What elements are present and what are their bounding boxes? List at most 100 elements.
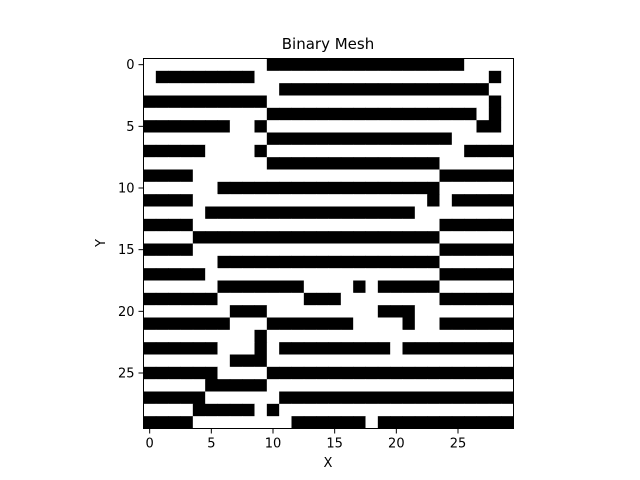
mesh-cell-r17-c2	[168, 268, 181, 281]
mesh-cell-r20-c15	[328, 305, 342, 318]
mesh-cell-r20-c24	[439, 305, 453, 318]
mesh-cell-r22-c0	[143, 329, 157, 343]
mesh-cell-r4-c14	[316, 107, 329, 121]
mesh-cell-r19-c15	[328, 292, 342, 306]
mesh-cell-r2-c21	[402, 83, 416, 96]
mesh-cell-r14-c10	[266, 231, 280, 244]
mesh-cell-r1-c7	[229, 70, 243, 84]
mesh-cell-r6-c16	[340, 132, 354, 146]
mesh-cell-r25-c10	[266, 366, 280, 380]
mesh-cell-r22-c21	[402, 329, 416, 343]
mesh-cell-r20-c11	[279, 305, 292, 318]
mesh-cell-r26-c17	[353, 379, 366, 392]
mesh-cell-r25-c13	[303, 366, 317, 380]
mesh-cell-r29-c5	[205, 416, 218, 429]
mesh-cell-r15-c15	[328, 243, 342, 257]
mesh-cell-r29-c17	[353, 416, 366, 429]
mesh-cell-r29-c2	[168, 416, 181, 429]
mesh-cell-r15-c9	[254, 243, 268, 257]
mesh-cell-r0-c13	[303, 58, 317, 72]
mesh-cell-r11-c22	[414, 194, 428, 207]
mesh-cell-r13-c29	[501, 218, 514, 232]
mesh-cell-r22-c16	[340, 329, 354, 343]
mesh-cell-r22-c15	[328, 329, 342, 343]
mesh-cell-r27-c7	[229, 391, 243, 405]
mesh-cell-r17-c23	[427, 268, 440, 281]
mesh-cell-r14-c23	[427, 231, 440, 244]
mesh-cell-r8-c12	[291, 157, 305, 170]
mesh-cell-r19-c29	[501, 292, 514, 306]
x-tick-label: 15	[326, 437, 343, 452]
mesh-cell-r13-c27	[476, 218, 490, 232]
mesh-cell-r23-c20	[390, 342, 403, 355]
mesh-cell-r7-c15	[328, 144, 342, 158]
mesh-cell-r17-c20	[390, 268, 403, 281]
mesh-cell-r7-c4	[192, 144, 206, 158]
mesh-cell-r26-c3	[180, 379, 194, 392]
mesh-cell-r24-c17	[353, 354, 366, 368]
mesh-cell-r9-c28	[488, 169, 502, 183]
mesh-cell-r8-c0	[143, 157, 157, 170]
mesh-cell-r6-c14	[316, 132, 329, 146]
mesh-cell-r5-c14	[316, 120, 329, 133]
mesh-cell-r25-c28	[488, 366, 502, 380]
mesh-cell-r26-c23	[427, 379, 440, 392]
mesh-cell-r13-c9	[254, 218, 268, 232]
mesh-cell-r25-c25	[451, 366, 465, 380]
mesh-cell-r5-c28	[488, 120, 502, 133]
mesh-cell-r7-c28	[488, 144, 502, 158]
mesh-cell-r16-c27	[476, 255, 490, 269]
mesh-cell-r28-c16	[340, 403, 354, 417]
mesh-cell-r16-c10	[266, 255, 280, 269]
mesh-cell-r24-c29	[501, 354, 514, 368]
mesh-cell-r14-c6	[217, 231, 231, 244]
mesh-cell-r18-c20	[390, 280, 403, 294]
mesh-cell-r20-c22	[414, 305, 428, 318]
mesh-cell-r0-c14	[316, 58, 329, 72]
mesh-cell-r11-c9	[254, 194, 268, 207]
mesh-cell-r19-c7	[229, 292, 243, 306]
mesh-cell-r21-c15	[328, 317, 342, 331]
mesh-cell-r25-c16	[340, 366, 354, 380]
mesh-cell-r21-c8	[242, 317, 255, 331]
mesh-cell-r24-c7	[229, 354, 243, 368]
mesh-cell-r27-c29	[501, 391, 514, 405]
mesh-cell-r14-c2	[168, 231, 181, 244]
mesh-cell-r0-c16	[340, 58, 354, 72]
mesh-cell-r15-c29	[501, 243, 514, 257]
mesh-cell-r10-c13	[303, 181, 317, 195]
mesh-cell-r4-c8	[242, 107, 255, 121]
mesh-cell-r16-c28	[488, 255, 502, 269]
mesh-cell-r28-c1	[155, 403, 169, 417]
mesh-cell-r29-c10	[266, 416, 280, 429]
mesh-cell-r9-c15	[328, 169, 342, 183]
mesh-cell-r22-c18	[365, 329, 379, 343]
mesh-cell-r23-c0	[143, 342, 157, 355]
mesh-cell-r21-c5	[205, 317, 218, 331]
mesh-cell-r3-c12	[291, 95, 305, 109]
mesh-cell-r2-c13	[303, 83, 317, 96]
mesh-cell-r27-c12	[291, 391, 305, 405]
mesh-cell-r10-c6	[217, 181, 231, 195]
mesh-cell-r26-c4	[192, 379, 206, 392]
mesh-cell-r10-c12	[291, 181, 305, 195]
mesh-cell-r26-c13	[303, 379, 317, 392]
mesh-cell-r0-c26	[464, 58, 477, 72]
mesh-cell-r11-c11	[279, 194, 292, 207]
mesh-cell-r5-c17	[353, 120, 366, 133]
mesh-cell-r13-c24	[439, 218, 453, 232]
mesh-cell-r15-c11	[279, 243, 292, 257]
mesh-cell-r4-c5	[205, 107, 218, 121]
mesh-cell-r2-c26	[464, 83, 477, 96]
mesh-cell-r29-c16	[340, 416, 354, 429]
mesh-cell-r16-c1	[155, 255, 169, 269]
mesh-cell-r6-c25	[451, 132, 465, 146]
mesh-cell-r24-c10	[266, 354, 280, 368]
mesh-cell-r2-c11	[279, 83, 292, 96]
mesh-cell-r20-c25	[451, 305, 465, 318]
mesh-cell-r24-c11	[279, 354, 292, 368]
mesh-cell-r8-c23	[427, 157, 440, 170]
mesh-cell-r11-c23	[427, 194, 440, 207]
mesh-cell-r22-c19	[377, 329, 391, 343]
mesh-cell-r18-c15	[328, 280, 342, 294]
